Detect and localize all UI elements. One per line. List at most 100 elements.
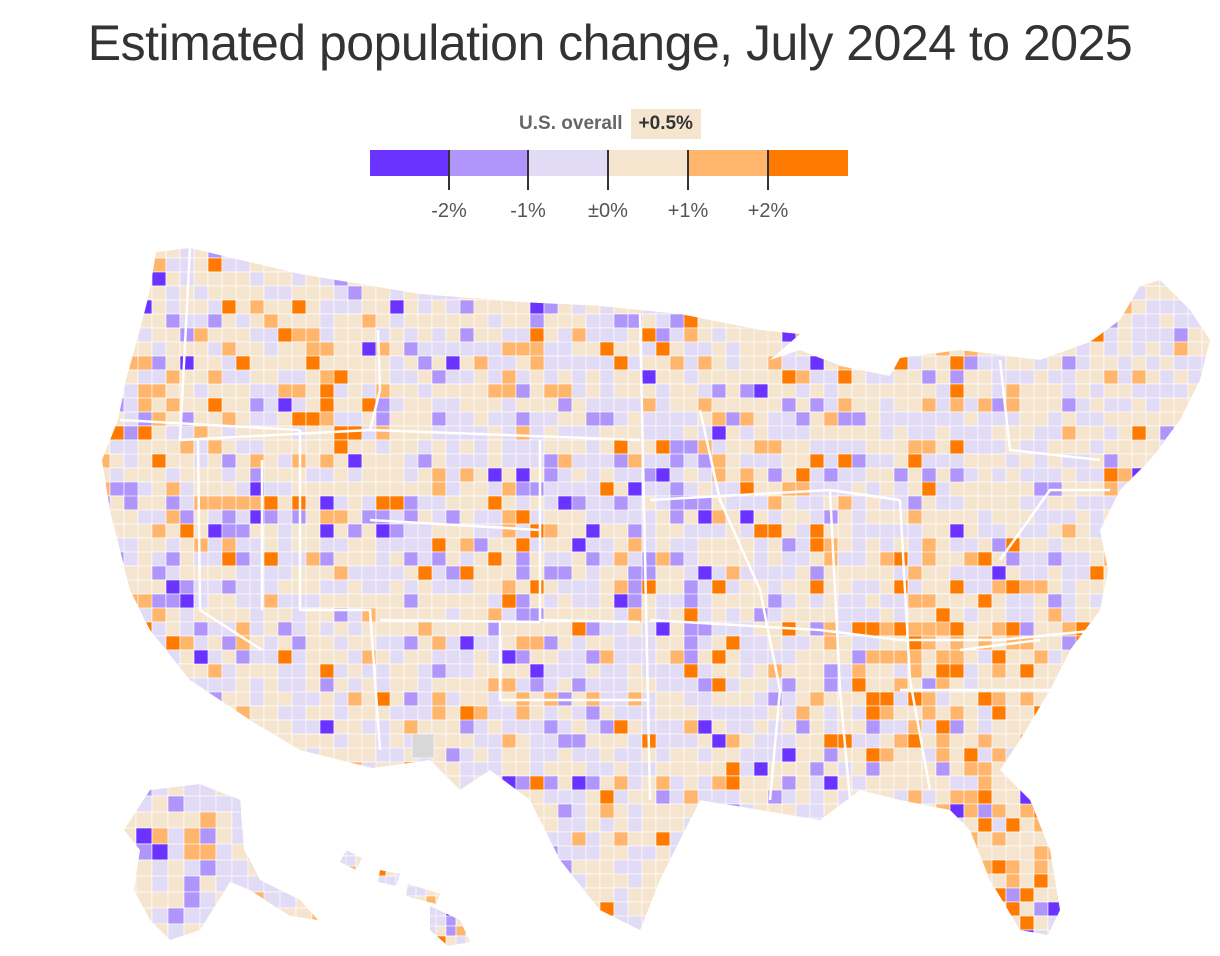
county-tile bbox=[1159, 481, 1189, 511]
county-tile bbox=[123, 299, 139, 315]
county-tile bbox=[1117, 817, 1133, 833]
county-tile bbox=[795, 733, 811, 749]
county-tile bbox=[963, 593, 979, 609]
county-tile bbox=[102, 901, 111, 917]
county-tile bbox=[725, 789, 741, 805]
county-tile bbox=[1103, 299, 1119, 315]
county-tile bbox=[977, 411, 993, 427]
county-tile bbox=[333, 509, 349, 525]
county-tile bbox=[529, 775, 545, 791]
county-tile bbox=[781, 257, 797, 273]
county-tile bbox=[235, 313, 251, 329]
county-tile bbox=[879, 341, 895, 357]
county-tile bbox=[1173, 733, 1189, 749]
county-tile bbox=[263, 843, 281, 861]
county-tile bbox=[669, 831, 685, 847]
county-tile bbox=[291, 621, 307, 637]
county-tile bbox=[810, 944, 824, 950]
county-tile bbox=[697, 859, 713, 875]
county-tile bbox=[1201, 551, 1210, 567]
county-tile bbox=[683, 411, 699, 427]
county-tile bbox=[655, 621, 671, 637]
county-tile bbox=[893, 663, 909, 679]
county-tile bbox=[879, 257, 895, 273]
county-tile bbox=[515, 929, 531, 935]
county-tile bbox=[823, 845, 839, 861]
county-tile bbox=[641, 831, 657, 847]
county-tile bbox=[893, 341, 909, 357]
county-tile bbox=[109, 747, 125, 763]
county-tile bbox=[179, 663, 195, 679]
county-tile bbox=[179, 523, 195, 539]
county-tile bbox=[165, 635, 181, 651]
county-tile bbox=[445, 663, 461, 679]
county-tile bbox=[669, 439, 685, 455]
county-tile bbox=[445, 537, 461, 553]
county-tile bbox=[614, 944, 642, 950]
county-tile bbox=[795, 845, 825, 875]
county-tile bbox=[585, 285, 601, 301]
county-tile bbox=[865, 271, 881, 287]
county-tile bbox=[305, 299, 321, 315]
county-tile bbox=[879, 775, 895, 791]
county-tile bbox=[1159, 733, 1175, 749]
county-tile bbox=[361, 887, 377, 903]
county-tile bbox=[935, 248, 951, 259]
county-tile bbox=[949, 803, 965, 819]
county-tile bbox=[1131, 901, 1147, 917]
county-tile bbox=[1033, 285, 1049, 301]
county-tile bbox=[235, 733, 251, 749]
county-tile bbox=[389, 635, 405, 651]
county-tile bbox=[641, 271, 657, 287]
county-tile bbox=[1019, 425, 1035, 441]
county-tile bbox=[1047, 691, 1063, 707]
county-tile bbox=[991, 341, 1007, 357]
county-tile bbox=[1061, 523, 1077, 539]
county-tile bbox=[1117, 901, 1133, 917]
county-tile bbox=[435, 905, 447, 917]
hawaii-counties bbox=[340, 850, 470, 946]
county-tile bbox=[795, 705, 811, 721]
county-tile bbox=[977, 789, 993, 805]
county-tile bbox=[571, 789, 587, 805]
county-tile bbox=[1187, 285, 1203, 301]
county-tile bbox=[613, 383, 629, 399]
county-tile bbox=[1089, 887, 1105, 903]
county-tile bbox=[235, 248, 251, 259]
county-tile bbox=[333, 411, 349, 427]
county-tile bbox=[837, 355, 853, 371]
county-tile bbox=[739, 299, 755, 315]
county-tile bbox=[305, 775, 321, 791]
county-tile bbox=[465, 850, 470, 867]
county-tile bbox=[1187, 257, 1210, 287]
county-tile bbox=[977, 607, 993, 623]
county-tile bbox=[991, 537, 1007, 553]
county-tile bbox=[102, 537, 111, 553]
county-tile bbox=[501, 397, 517, 413]
county-tile bbox=[963, 453, 979, 469]
county-tile bbox=[613, 565, 629, 581]
county-tile bbox=[403, 845, 419, 861]
county-tile bbox=[375, 439, 391, 455]
county-tile bbox=[907, 425, 923, 441]
county-tile bbox=[1145, 747, 1161, 763]
county-tile bbox=[725, 761, 741, 777]
county-tile bbox=[907, 509, 923, 525]
county-tile bbox=[361, 551, 377, 567]
county-tile bbox=[1131, 383, 1147, 399]
county-tile bbox=[1201, 341, 1210, 357]
county-tile bbox=[740, 944, 754, 950]
county-tile bbox=[557, 649, 573, 665]
county-tile bbox=[921, 803, 937, 819]
county-tile bbox=[1061, 425, 1077, 441]
county-tile bbox=[277, 831, 293, 847]
county-tile bbox=[193, 663, 209, 679]
county-tile bbox=[1048, 944, 1062, 950]
county-tile bbox=[235, 761, 251, 777]
county-tile bbox=[585, 369, 601, 385]
county-tile bbox=[627, 285, 643, 301]
county-tile bbox=[515, 495, 531, 511]
county-tile bbox=[1034, 944, 1062, 950]
county-tile bbox=[459, 803, 475, 819]
county-tile bbox=[1117, 327, 1133, 343]
